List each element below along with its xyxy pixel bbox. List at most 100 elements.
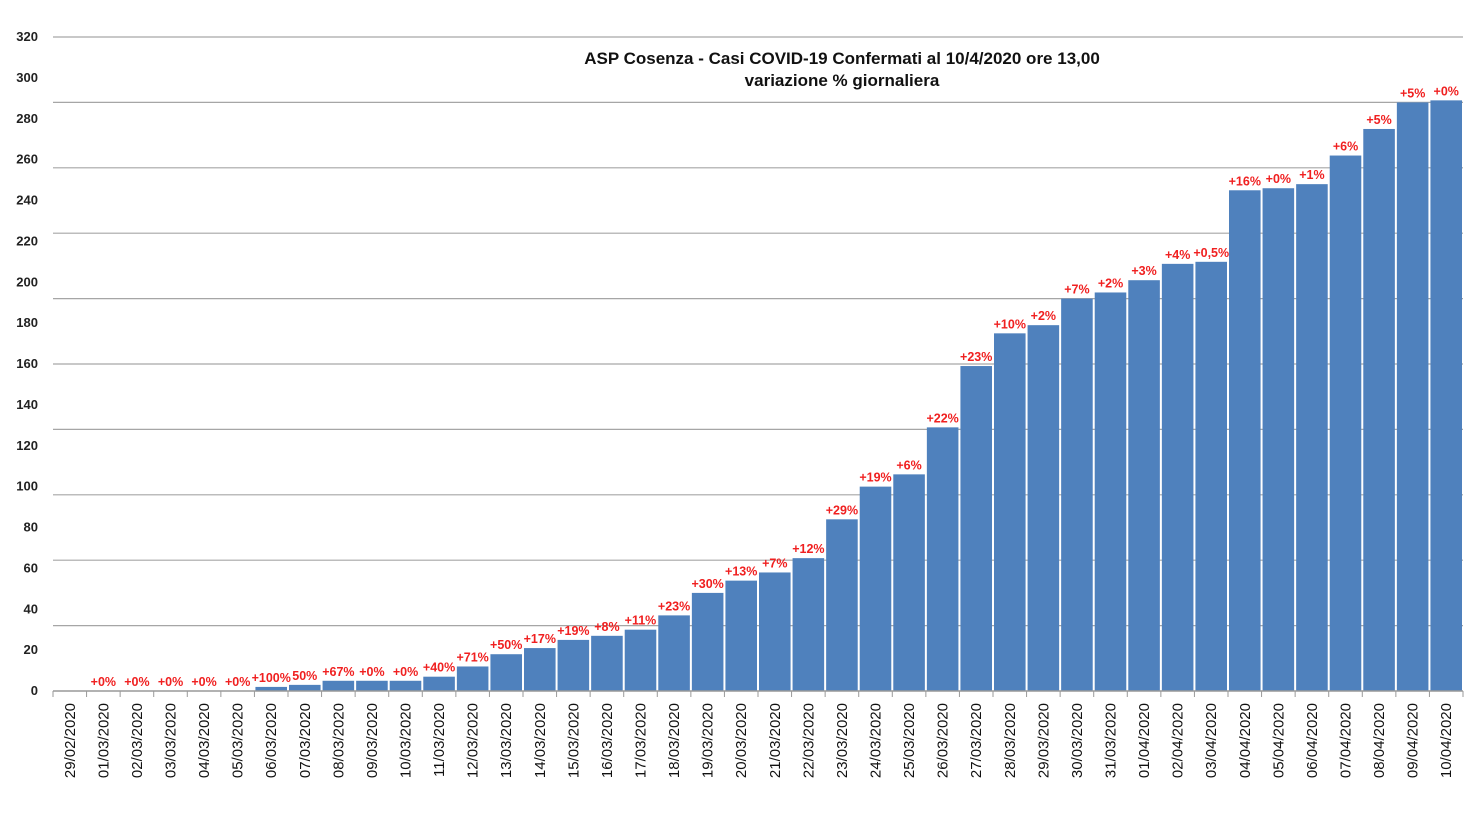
- x-tick-label: 15/03/2020: [565, 703, 582, 778]
- data-label: +7%: [762, 556, 787, 570]
- bar: [759, 572, 791, 691]
- y-tick-label: 120: [16, 438, 38, 453]
- x-tick-label: 01/04/2020: [1136, 703, 1153, 778]
- bar: [893, 474, 925, 691]
- bar: [322, 680, 355, 691]
- data-label: +30%: [691, 577, 723, 591]
- y-tick-label: 100: [16, 479, 38, 494]
- x-tick-label: 26/03/2020: [935, 703, 952, 778]
- bar: [557, 639, 590, 691]
- x-tick-label: 08/03/2020: [330, 703, 347, 778]
- bar: [994, 333, 1026, 691]
- x-tick-label: 30/03/2020: [1069, 703, 1086, 778]
- bar: [456, 666, 489, 691]
- bar: [1329, 155, 1362, 692]
- data-label: +0%: [191, 675, 216, 689]
- gridlines: [53, 36, 1463, 627]
- y-tick-label: 20: [24, 642, 38, 657]
- data-label: +0%: [225, 675, 250, 689]
- data-label: +1%: [1299, 168, 1324, 182]
- bar: [658, 615, 690, 691]
- x-tick-label: 29/03/2020: [1035, 703, 1052, 778]
- data-label: +4%: [1165, 248, 1190, 262]
- chart-title: ASP Cosenza - Casi COVID-19 Confermati a…: [584, 49, 1100, 68]
- x-tick-label: 02/03/2020: [129, 703, 146, 778]
- bar: [1094, 292, 1127, 691]
- bar: [1296, 184, 1328, 691]
- y-tick-label: 300: [16, 70, 38, 85]
- x-tick-label: 24/03/2020: [868, 703, 885, 778]
- data-label: +3%: [1131, 264, 1156, 278]
- y-tick-label: 200: [16, 274, 38, 289]
- bar: [591, 635, 623, 691]
- data-label: +12%: [792, 542, 824, 556]
- x-tick-label: 23/03/2020: [834, 703, 851, 778]
- bar: [356, 680, 388, 691]
- data-label: +17%: [524, 632, 556, 646]
- data-label: +0%: [1434, 84, 1459, 98]
- bar: [1262, 188, 1295, 692]
- x-tick-label: 12/03/2020: [465, 703, 482, 778]
- bar: [1229, 190, 1261, 691]
- bar: [1061, 298, 1093, 691]
- data-label: +67%: [322, 665, 354, 679]
- x-tick-label: 01/03/2020: [95, 703, 112, 778]
- bar: [926, 427, 959, 691]
- bar: [1363, 128, 1395, 691]
- x-tick-label: 27/03/2020: [968, 703, 985, 778]
- y-tick-label: 0: [31, 683, 38, 698]
- data-label: +10%: [994, 317, 1026, 331]
- data-label: +6%: [1333, 140, 1358, 154]
- x-tick-label: 03/03/2020: [163, 703, 180, 778]
- x-tick-label: 08/04/2020: [1371, 703, 1388, 778]
- bar: [289, 684, 321, 691]
- x-tick-label: 05/03/2020: [230, 703, 247, 778]
- bar: [1027, 325, 1060, 691]
- x-tick-label: 16/03/2020: [599, 703, 616, 778]
- data-label: +100%: [252, 671, 291, 685]
- bar: [490, 654, 522, 691]
- x-tick-label: 19/03/2020: [700, 703, 717, 778]
- data-label: +71%: [456, 650, 488, 664]
- bar: [624, 629, 657, 691]
- bar: [826, 519, 858, 691]
- x-tick-label: 18/03/2020: [666, 703, 683, 778]
- x-tick-label: 11/03/2020: [431, 703, 448, 777]
- x-tick-label: 07/03/2020: [297, 703, 314, 778]
- data-label: +50%: [490, 638, 522, 652]
- bar: [1128, 280, 1160, 691]
- y-tick-label: 260: [16, 152, 38, 167]
- x-tick-label: 06/04/2020: [1304, 703, 1321, 778]
- data-label: +23%: [658, 599, 690, 613]
- x-tick-label: 14/03/2020: [532, 703, 549, 778]
- data-label: +0%: [359, 665, 384, 679]
- x-tick-label: 03/04/2020: [1203, 703, 1220, 778]
- bar: [960, 366, 992, 691]
- x-tick-label: 05/04/2020: [1270, 703, 1287, 778]
- data-label: +6%: [896, 458, 921, 472]
- data-label: +22%: [926, 411, 958, 425]
- x-tick-label: 09/03/2020: [364, 703, 381, 778]
- x-tick-label: 31/03/2020: [1103, 703, 1120, 778]
- data-label: +11%: [625, 614, 657, 628]
- chart-subtitle: variazione % giornaliera: [744, 71, 940, 90]
- y-tick-label: 60: [24, 560, 38, 575]
- bar: [1430, 100, 1462, 691]
- bars: [255, 100, 1462, 692]
- bar: [389, 680, 422, 691]
- data-label: +7%: [1064, 283, 1089, 297]
- y-tick-label: 240: [16, 193, 38, 208]
- bar: [792, 558, 825, 691]
- x-tick-label: 04/03/2020: [196, 703, 213, 778]
- x-tick-label: 22/03/2020: [800, 703, 817, 778]
- y-axis: 0 20 40 60 80 100 120 140 160 180 200 220 240 260 280 3…: [16, 29, 38, 698]
- bar: [524, 648, 556, 691]
- x-tick-label: 10/04/2020: [1438, 703, 1455, 778]
- y-tick-label: 40: [24, 601, 38, 616]
- data-label: +40%: [423, 661, 455, 675]
- data-label: +5%: [1400, 86, 1425, 100]
- y-tick-label: 280: [16, 111, 38, 126]
- data-label: +0%: [124, 675, 149, 689]
- data-label: +23%: [960, 350, 992, 364]
- data-label: +29%: [826, 503, 858, 517]
